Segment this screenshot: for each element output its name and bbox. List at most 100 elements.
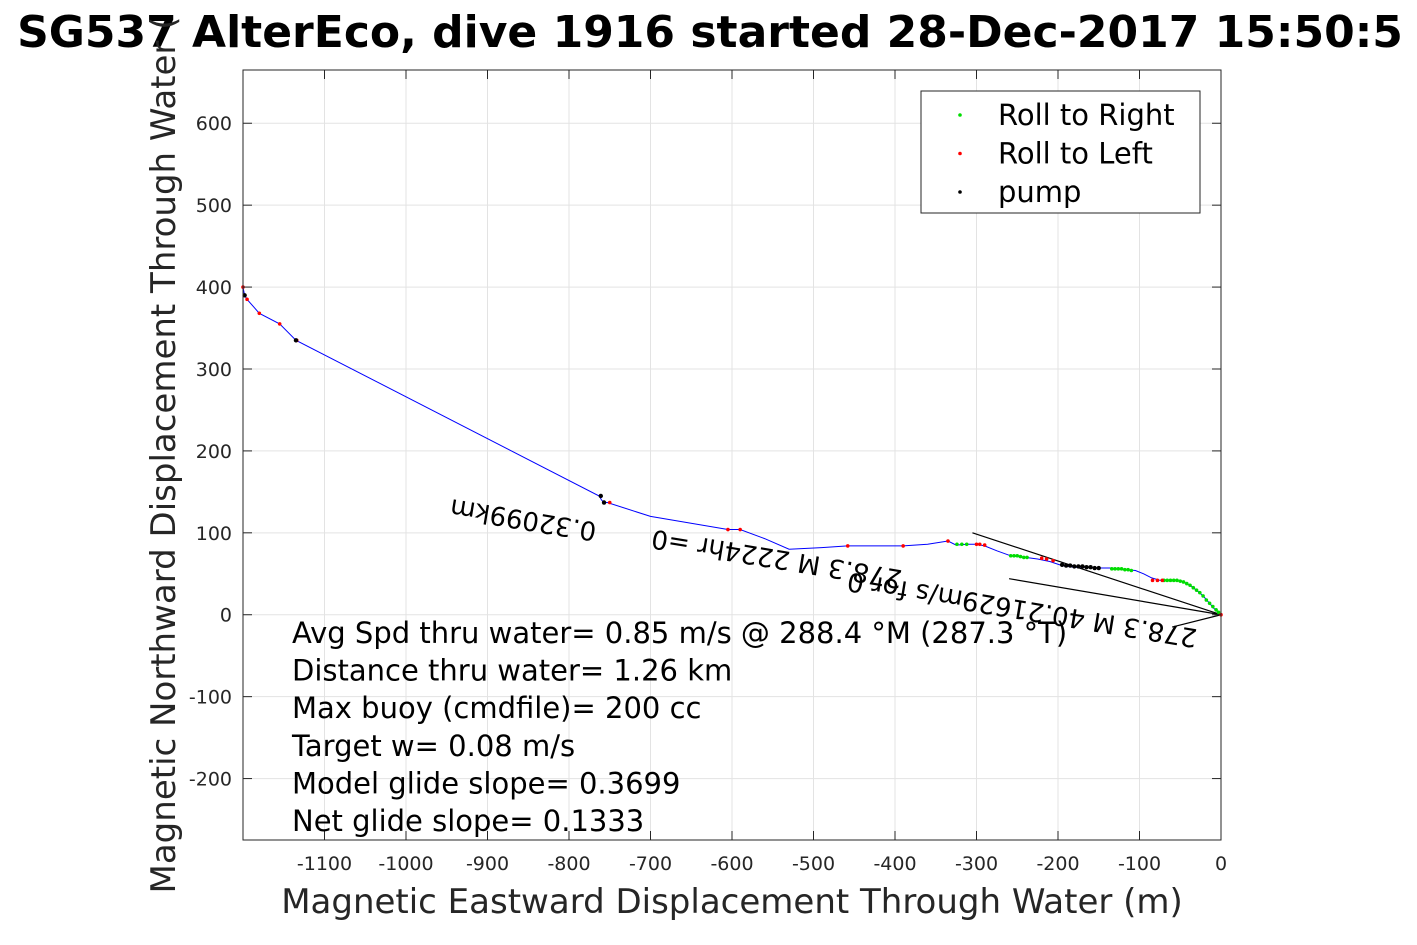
roll-right-point bbox=[1214, 608, 1218, 612]
x-tick-label: -1100 bbox=[297, 853, 352, 875]
roll-right-point bbox=[1201, 594, 1205, 598]
summary-line: Distance thru water= 1.26 km bbox=[292, 654, 732, 688]
guide-line bbox=[1171, 614, 1222, 628]
roll-right-point bbox=[1012, 553, 1016, 558]
roll-right-point bbox=[1211, 604, 1215, 609]
pump-point bbox=[1076, 564, 1081, 569]
pump-point bbox=[1084, 565, 1089, 570]
pump-point bbox=[242, 293, 247, 298]
y-axis-ticks: -200 -100 0 100 200 300 400 500 600 bbox=[189, 113, 1221, 791]
legend-marker bbox=[958, 190, 962, 194]
roll-right-point bbox=[1109, 567, 1114, 571]
pump-point bbox=[293, 338, 299, 343]
roll-right-point bbox=[1216, 610, 1221, 615]
pump-point bbox=[1068, 563, 1073, 568]
legend-marker bbox=[958, 113, 962, 117]
roll-left-point bbox=[245, 297, 249, 302]
pump-point bbox=[1059, 562, 1065, 567]
x-tick-label: -400 bbox=[873, 853, 916, 875]
roll-right-point bbox=[1129, 568, 1134, 573]
legend-entries: Roll to Right Roll to Left pump bbox=[958, 98, 1175, 209]
y-tick-label: 600 bbox=[196, 113, 232, 135]
roll-right-point bbox=[1191, 585, 1196, 590]
y-tick-label: 0 bbox=[220, 605, 232, 627]
x-tick-label: -300 bbox=[955, 853, 998, 875]
roll-right-point bbox=[1204, 598, 1209, 602]
x-tick-label: -100 bbox=[1118, 853, 1161, 875]
y-tick-label: 500 bbox=[196, 195, 232, 217]
roll-left-point bbox=[726, 527, 730, 532]
roll-left-point bbox=[738, 527, 742, 532]
roll-and-pump-points bbox=[241, 285, 1223, 617]
roll-right-point bbox=[1184, 581, 1189, 586]
roll-right-point bbox=[964, 542, 969, 547]
legend-box bbox=[920, 90, 1201, 214]
summary-line: Avg Spd thru water= 0.85 m/s @ 288.4 °M … bbox=[292, 616, 1067, 650]
roll-left-point bbox=[977, 542, 982, 547]
x-tick-label: -1000 bbox=[378, 853, 433, 875]
pump-point bbox=[1080, 564, 1085, 569]
pump-point bbox=[1092, 565, 1097, 571]
roll-right-point bbox=[1188, 583, 1192, 588]
x-axis-ticks: -1100 -1000 -900 -800 -700 -600 -500 -400 -300 -2… bbox=[297, 70, 1227, 875]
y-tick-label: -100 bbox=[189, 687, 232, 709]
roll-left-point bbox=[946, 539, 950, 543]
pump-point bbox=[601, 500, 607, 505]
roll-right-point bbox=[1198, 590, 1202, 595]
x-tick-label: -800 bbox=[547, 853, 590, 875]
roll-right-point bbox=[1181, 580, 1186, 584]
roll-left-point bbox=[607, 500, 612, 505]
summary-line: Max buoy (cmdfile)= 200 cc bbox=[292, 691, 701, 725]
legend-label: pump bbox=[998, 175, 1081, 209]
x-tick-label: -700 bbox=[629, 853, 672, 875]
roll-right-point bbox=[1116, 567, 1121, 571]
roll-right-point bbox=[1175, 578, 1179, 583]
legend-marker bbox=[958, 151, 962, 156]
roll-left-point bbox=[277, 322, 282, 326]
roll-right-point bbox=[1165, 578, 1170, 583]
x-tick-label: -500 bbox=[792, 853, 835, 875]
roll-right-point bbox=[1171, 578, 1176, 583]
roll-left-point bbox=[1051, 558, 1055, 563]
summary-line: Target w= 0.08 m/s bbox=[291, 729, 575, 763]
y-tick-label: 200 bbox=[196, 441, 232, 463]
legend-label: Roll to Right bbox=[998, 98, 1175, 132]
roll-right-point bbox=[1126, 567, 1130, 572]
y-tick-label: 100 bbox=[196, 523, 232, 545]
roll-left-point bbox=[1044, 557, 1049, 561]
x-tick-label: -200 bbox=[1036, 853, 1079, 875]
summary-line: Model glide slope= 0.3699 bbox=[292, 766, 680, 800]
roll-right-point bbox=[1178, 579, 1183, 583]
roll-left-point bbox=[257, 311, 262, 316]
roll-right-point bbox=[1015, 553, 1020, 558]
pump-point bbox=[1063, 563, 1069, 568]
guide-line bbox=[1008, 578, 1222, 616]
roll-left-point bbox=[982, 543, 987, 547]
roll-right-point bbox=[1018, 554, 1023, 559]
legend-label: Roll to Left bbox=[998, 137, 1153, 171]
roll-right-point bbox=[1113, 567, 1117, 571]
pump-point bbox=[1072, 564, 1077, 569]
pump-point bbox=[1088, 565, 1093, 570]
guide-lines bbox=[972, 532, 1222, 628]
roll-right-point bbox=[1168, 578, 1173, 583]
x-tick-label: -600 bbox=[710, 853, 753, 875]
y-axis-label: Magnetic Northward Displacement Through … bbox=[144, 17, 184, 894]
x-axis-label: Magnetic Eastward Displacement Through W… bbox=[281, 882, 1183, 922]
roll-left-point bbox=[1039, 556, 1044, 561]
x-tick-label: 0 bbox=[1215, 853, 1227, 875]
x-tick-label: -900 bbox=[466, 853, 509, 875]
roll-right-point bbox=[1194, 588, 1199, 592]
pump-point bbox=[1096, 565, 1101, 571]
legend: Roll to Right Roll to Left pump bbox=[920, 90, 1201, 214]
summary-line: Net glide slope= 0.1333 bbox=[292, 804, 644, 838]
roll-left-point bbox=[1155, 578, 1160, 583]
chart-title: SG537 AlterEco, dive 1916 started 28-Dec… bbox=[17, 7, 1403, 58]
guide-line bbox=[972, 532, 1222, 616]
roll-right-point bbox=[1021, 555, 1026, 560]
roll-right-point bbox=[955, 542, 959, 547]
roll-right-point bbox=[1119, 567, 1124, 571]
dive-summary-annotations: Avg Spd thru water= 0.85 m/s @ 288.4 °M … bbox=[291, 616, 1067, 838]
roll-left-point bbox=[901, 544, 905, 548]
